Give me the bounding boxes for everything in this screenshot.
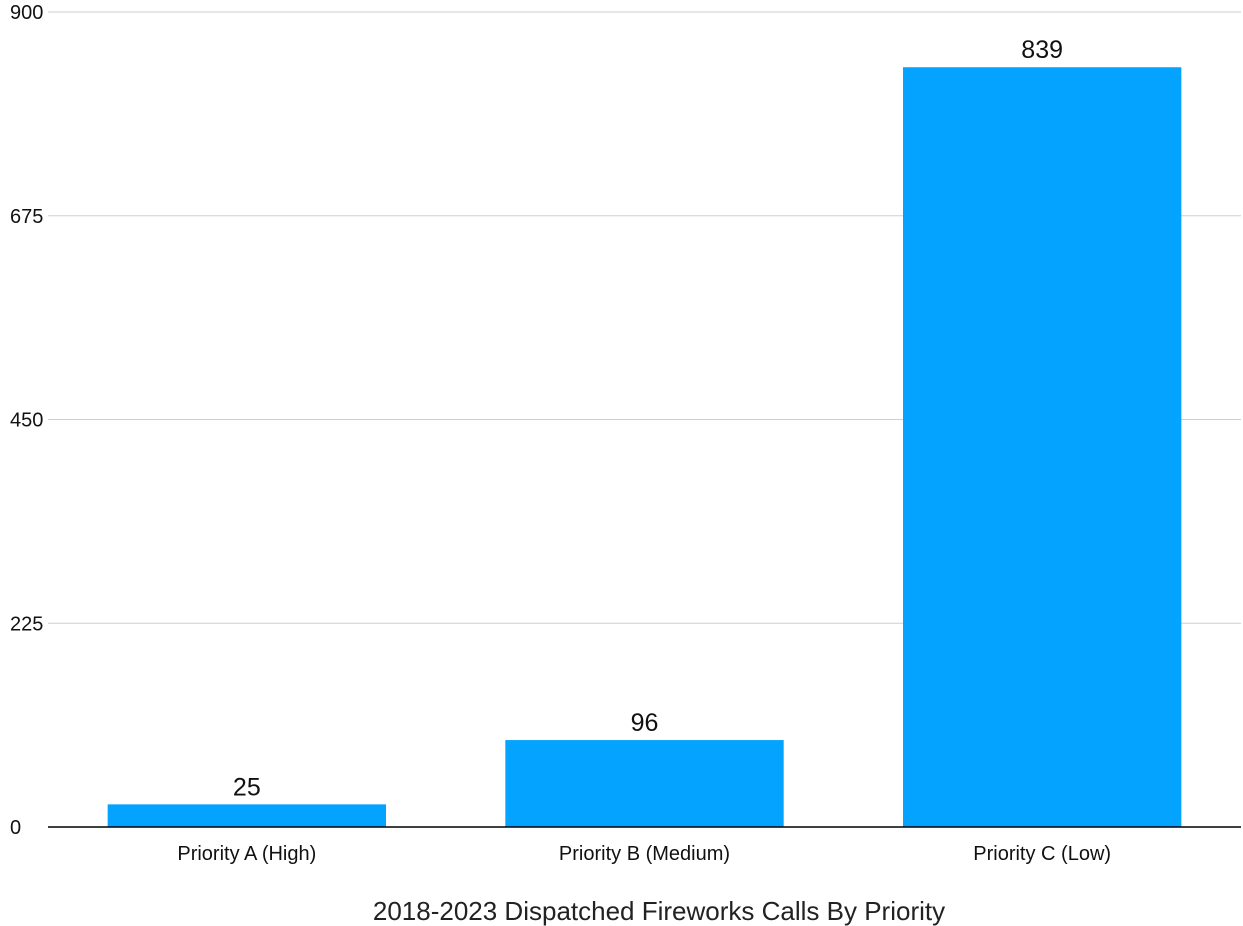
bar-value-label: 25 [233,773,261,801]
y-tick-labels: 0 225 450 675 900 [10,2,43,839]
y-tick-label: 675 [10,206,43,228]
bar-value-label: 96 [631,709,659,737]
bar [107,804,387,827]
value-labels: 25 96 839 [233,36,1063,801]
x-tick-labels: Priority A (High) Priority B (Medium) Prio… [177,843,1111,865]
y-tick-label: 0 [10,817,21,839]
y-tick-label: 450 [10,410,43,432]
x-tick-label: Priority A (High) [177,843,316,865]
y-tick-label: 900 [10,2,43,24]
y-tick-label: 225 [10,613,43,635]
x-tick-label: Priority C (Low) [973,843,1111,865]
bar [505,740,784,827]
bar [902,67,1182,827]
x-tick-label: Priority B (Medium) [559,843,730,865]
chart-title: 2018-2023 Dispatched Fireworks Calls By … [373,896,945,926]
bar-value-label: 839 [1021,36,1063,64]
bars [107,67,1182,827]
